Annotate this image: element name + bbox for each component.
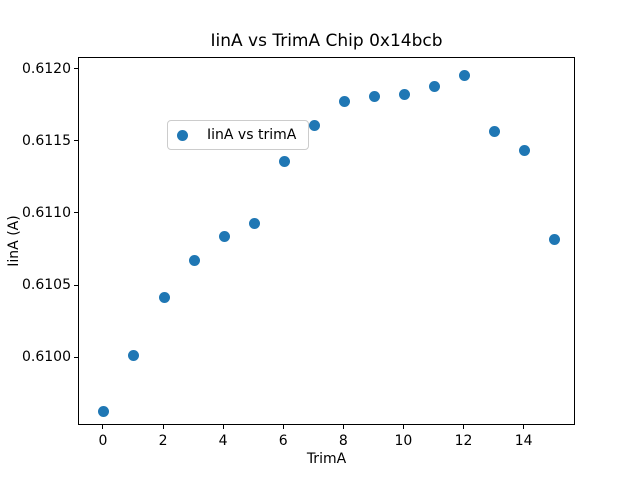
y-tick-mark	[74, 68, 78, 70]
data-point	[248, 218, 260, 230]
data-point	[428, 81, 440, 93]
x-tick-label: 8	[338, 433, 348, 449]
y-tick-label: 0.6110	[22, 204, 71, 221]
y-tick-mark	[74, 356, 78, 358]
legend-label: IinA vs trimA	[207, 127, 297, 143]
data-point	[188, 254, 200, 266]
x-tick-label: 12	[454, 433, 473, 449]
y-tick-label: 0.6120	[22, 60, 71, 77]
y-tick-label: 0.6115	[22, 132, 71, 149]
x-tick-label: 14	[514, 433, 533, 449]
y-axis-label: IinA (A)	[6, 215, 22, 267]
data-point	[218, 231, 230, 243]
x-tick-mark	[523, 425, 525, 429]
data-point	[158, 292, 170, 304]
data-point	[519, 144, 531, 156]
x-tick-label: 6	[278, 433, 288, 449]
data-point	[278, 156, 290, 168]
x-tick-mark	[282, 425, 284, 429]
y-tick-mark	[74, 284, 78, 286]
x-tick-mark	[342, 425, 344, 429]
legend: IinA vs trimA	[167, 120, 310, 150]
x-tick-mark	[102, 425, 104, 429]
x-axis-label: TrimA	[306, 451, 347, 467]
data-point	[489, 126, 501, 138]
x-tick-label: 0	[98, 433, 108, 449]
x-tick-mark	[222, 425, 224, 429]
y-tick-label: 0.6100	[22, 349, 71, 366]
data-point	[459, 69, 471, 81]
x-tick-mark	[402, 425, 404, 429]
x-tick-mark	[162, 425, 164, 429]
x-tick-label: 10	[394, 433, 413, 449]
y-tick-label: 0.6105	[22, 277, 71, 294]
data-point	[128, 349, 140, 361]
x-tick-label: 2	[158, 433, 168, 449]
data-point	[338, 95, 350, 107]
legend-circle-icon	[177, 129, 188, 141]
data-point	[549, 234, 561, 246]
data-point	[308, 120, 320, 132]
data-point	[368, 91, 380, 103]
x-tick-label: 4	[218, 433, 228, 449]
data-point	[398, 88, 410, 100]
chart-title: IinA vs TrimA Chip 0x14bcb	[210, 31, 443, 51]
plot-area: IinA vs trimA	[78, 57, 575, 425]
y-tick-mark	[74, 212, 78, 214]
data-point	[98, 406, 110, 418]
y-tick-mark	[74, 140, 78, 142]
x-tick-mark	[463, 425, 465, 429]
